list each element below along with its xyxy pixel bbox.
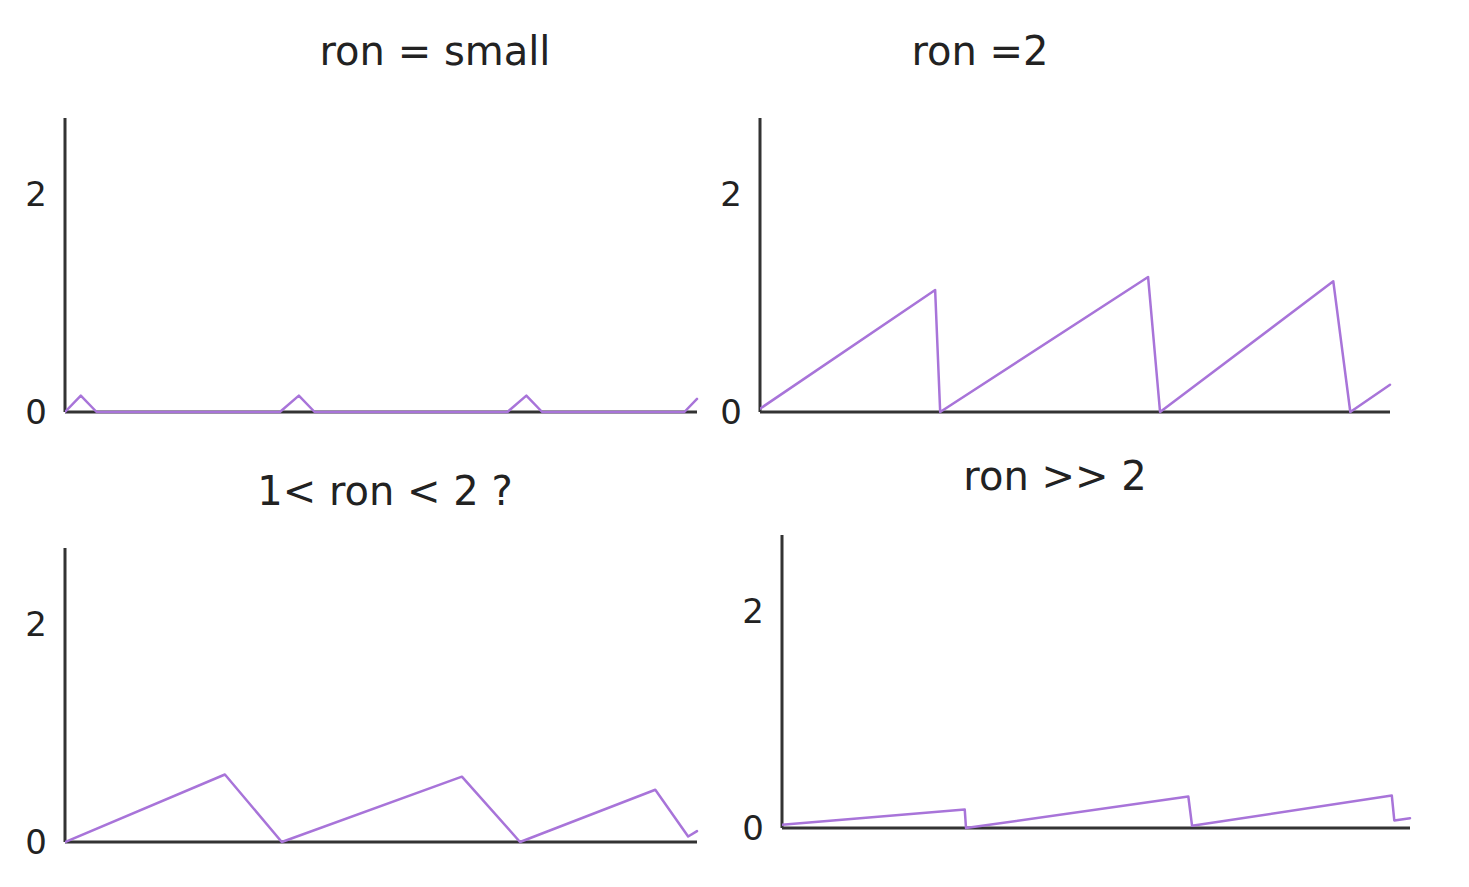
x-axis: [760, 411, 1390, 414]
plot-area: [65, 774, 697, 842]
title: ron >> 2: [963, 453, 1146, 499]
title: ron =2: [911, 28, 1048, 74]
y-axis: [781, 535, 784, 828]
plot-area: [782, 795, 1410, 828]
y-axis: [64, 548, 67, 842]
line: [782, 795, 1410, 828]
title: 1< ron < 2 ?: [257, 468, 512, 514]
panel: ron = small 0 2: [25, 28, 697, 432]
y-tick-label: 2: [25, 604, 47, 644]
y-tick-label: 0: [742, 808, 764, 848]
y-axis: [759, 118, 762, 412]
x-axis: [782, 827, 1410, 830]
y-tick-label: 0: [25, 822, 47, 862]
y-tick-label: 2: [720, 174, 742, 214]
y-tick-label: 2: [25, 174, 47, 214]
y-tick-label: 0: [25, 392, 47, 432]
line: [65, 774, 697, 842]
y-axis: [64, 118, 67, 412]
x-axis: [65, 841, 697, 844]
plot-area: [65, 396, 697, 412]
title: ron = small: [320, 28, 551, 74]
y-tick-label: 2: [742, 591, 764, 631]
line: [65, 396, 697, 412]
plot-area: [760, 277, 1390, 412]
panel: ron =2 0 2: [720, 28, 1390, 432]
panel: ron >> 2 0 2: [742, 453, 1410, 848]
line: [760, 277, 1390, 412]
y-tick-label: 0: [720, 392, 742, 432]
panel: 1< ron < 2 ? 0 2: [25, 468, 697, 862]
figure: ron = small02ron =2021< ron < 2 ?02ron >…: [0, 0, 1469, 887]
